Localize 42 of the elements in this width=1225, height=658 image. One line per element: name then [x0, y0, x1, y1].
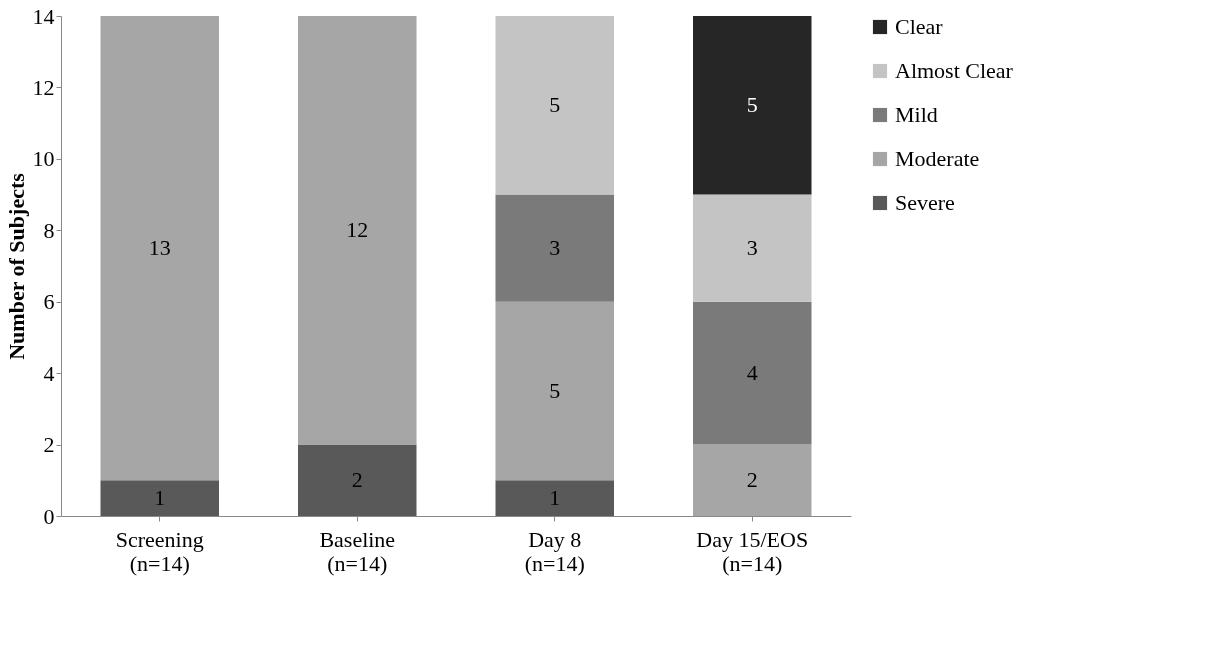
- y-tick-label: 0: [43, 503, 55, 529]
- data-label: 3: [549, 235, 561, 261]
- bar: [298, 444, 417, 516]
- data-label: 13: [148, 235, 171, 261]
- data-label: 5: [746, 92, 758, 118]
- legend-label: Severe: [895, 190, 955, 215]
- bar: [495, 301, 614, 481]
- x-tick-label: Day 8 (n=14): [524, 526, 585, 576]
- bar: [693, 194, 812, 302]
- data-label: 1: [154, 485, 166, 511]
- bar: [298, 16, 417, 445]
- x-tick-label: Day 15/EOS (n=14): [696, 526, 809, 576]
- data-label: 2: [746, 467, 758, 493]
- y-axis-title: Number of Subjects: [3, 172, 29, 360]
- data-label: 1: [549, 485, 561, 511]
- bar: [495, 16, 614, 195]
- data-label: 4: [746, 360, 758, 386]
- bar: [495, 194, 614, 302]
- bar: [100, 16, 219, 481]
- legend-label: Mild: [895, 102, 938, 127]
- data-label: 12: [346, 217, 369, 243]
- y-tick-label: 14: [32, 3, 55, 29]
- legend-label: Almost Clear: [895, 58, 1014, 83]
- y-tick-label: 8: [43, 217, 55, 243]
- data-label: 5: [549, 378, 561, 403]
- x-tick-label: Baseline (n=14): [319, 526, 396, 576]
- y-tick-label: 2: [43, 432, 55, 458]
- y-tick-label: 4: [43, 360, 55, 386]
- y-tick-label: 12: [32, 74, 55, 100]
- legend-label: Moderate: [895, 146, 980, 171]
- data-label: 5: [549, 92, 561, 118]
- bar: [495, 480, 614, 516]
- data-label: 2: [351, 467, 363, 493]
- bar: [693, 444, 812, 516]
- data-label: 3: [746, 235, 758, 261]
- x-tick-label: Screening (n=14): [115, 526, 204, 576]
- y-tick-label: 10: [32, 146, 55, 172]
- y-tick-label: 6: [43, 289, 55, 315]
- bar: [693, 301, 812, 445]
- legend-label: Clear: [895, 14, 944, 39]
- bar: [100, 480, 219, 516]
- bar: [693, 16, 812, 195]
